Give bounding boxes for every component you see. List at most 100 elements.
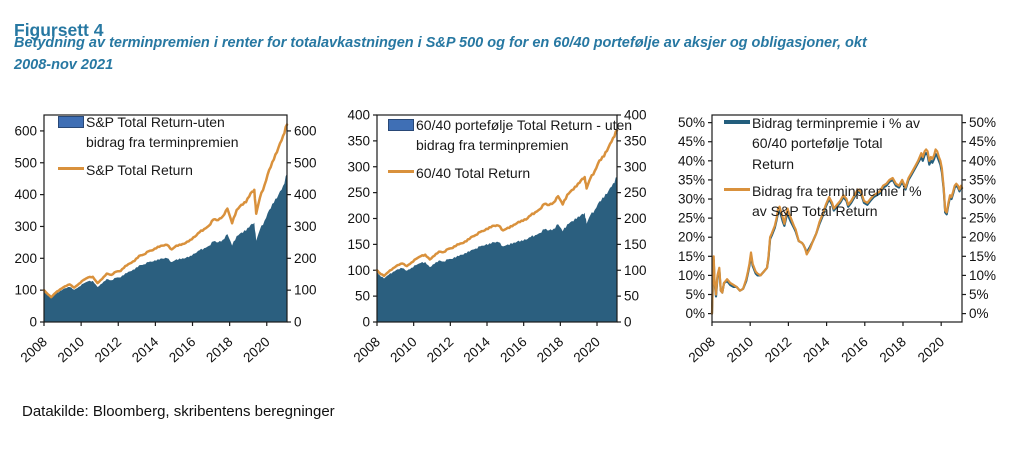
x-tick-label: 2010 [387,334,419,365]
x-tick-label: 2008 [18,334,50,365]
y-tick-label-left: 15% [678,249,705,264]
y-tick-label-left: 20% [678,230,705,245]
x-tick-label: 2014 [800,334,833,366]
y-tick-label-right: 40% [969,153,996,168]
x-tick-label: 2018 [534,334,566,365]
y-tick-label-right: 100 [624,263,647,278]
y-tick-label-left: 0% [685,306,705,321]
x-tick-label: 2010 [55,334,87,365]
y-tick-label-right: 50% [969,115,996,130]
y-tick-label-right: 200 [624,211,647,226]
y-tick-label-left: 30% [678,192,705,207]
y-tick-label-right: 250 [624,185,647,200]
y-tick-label-right: 300 [624,159,647,174]
y-tick-label-left: 35% [678,172,705,187]
line-series-swatch-icon [724,120,750,124]
page-title: Figursett 4 [14,19,104,40]
x-tick-label: 2016 [838,334,870,365]
plot-box [376,114,618,323]
y-tick-label-left: 300 [347,159,370,174]
series-line-1 [375,129,619,278]
y-tick-label-right: 5% [969,287,989,302]
x-tick-label: 2020 [240,334,272,365]
x-tick-label: 2020 [571,334,603,365]
y-tick-label-right: 15% [969,249,996,264]
series-area-0 [377,177,617,322]
plot-box [43,114,288,323]
y-tick-label-right: 350 [624,133,647,148]
y-axis: 0 0 100 100 200 200 300 300 400 400 500 500 600 600 [14,123,316,329]
chart-sp500: 0 0 100 100 200 200 300 300 400 400 500 500 600 600 20… [0,105,330,375]
legend-item: S&P Total Return-uten bidrag fra terminp… [58,112,256,153]
y-tick-label-left: 150 [347,237,370,252]
data-source-note: Datakilde: Bloomberg, skribentens beregn… [22,403,335,420]
y-tick-label-right: 400 [624,108,647,123]
y-tick-label-left: 45% [678,134,705,149]
y-tick-label-right: 400 [294,187,317,202]
y-tick-label-right: 20% [969,230,996,245]
y-tick-label-left: 200 [347,211,370,226]
x-tick-label: 2014 [129,334,162,366]
y-tick-label-right: 100 [294,283,317,298]
y-tick-label-left: 10% [678,268,705,283]
y-tick-label-right: 300 [294,219,317,234]
plot-box [711,114,963,323]
y-tick-label-right: 10% [969,268,996,283]
y-tick-label-right: 45% [969,134,996,149]
x-tick-label: 2020 [915,334,947,365]
legend-item: 60/40 portefølje Total Return - uten bid… [388,115,636,156]
y-axis: 0 0 50 50 100 100 150 150 200 200 250 250 300 300 350 3… [347,108,646,330]
x-tick-label: 2012 [92,334,124,365]
y-tick-label-left: 300 [14,219,37,234]
legend-label: S&P Total Return-uten bidrag fra terminp… [86,114,239,151]
legend-label: 60/40 portefølje Total Return - uten bid… [416,117,633,154]
portfolio-6040-chart-canvas: 0 0 50 50 100 100 150 150 200 200 250 250 300 300 350 3… [347,108,646,366]
legend-label: Bidrag terminpremie i % av 60/40 portefø… [752,115,921,172]
y-tick-label-left: 350 [347,133,370,148]
y-tick-label-left: 400 [14,187,37,202]
y-tick-label-left: 400 [347,108,370,123]
x-tick-label: 2014 [461,334,494,366]
legend-item: Bidrag terminpremie i % av 60/40 portefø… [724,113,928,174]
x-tick-label: 2008 [686,334,718,365]
y-tick-label-left: 100 [14,283,37,298]
y-tick-label-right: 0 [624,315,632,330]
y-tick-label-left: 50 [355,289,370,304]
series-line-1 [42,123,289,299]
x-tick-label: 2018 [877,334,909,365]
y-tick-label-left: 0 [29,315,37,330]
line-series-swatch-icon [388,169,414,174]
y-tick-label-left: 500 [14,155,37,170]
x-tick-label: 2016 [166,334,198,365]
y-tick-label-left: 50% [678,115,705,130]
sp500-chart-canvas: 0 0 100 100 200 200 300 300 400 400 500 500 600 600 20… [14,114,317,366]
y-tick-label-right: 0 [294,315,302,330]
legend-label: S&P Total Return [86,161,193,178]
y-tick-label-right: 500 [294,155,317,170]
area-series-swatch-icon [388,119,414,131]
figure-subtitle: Betydning av terminpremien i renter for … [14,35,867,73]
legend-label: 60/40 Total Return [416,164,531,181]
chart-6040-portfolio: 0 0 50 50 100 100 150 150 200 200 250 250 300 300 350 3… [330,105,660,375]
series-line-1 [710,148,964,315]
y-tick-label-right: 0% [969,306,989,321]
y-tick-label-left: 0 [362,315,370,330]
legend-item: 60/40 Total Return [388,163,636,183]
y-tick-label-right: 150 [624,237,647,252]
portfolio-6040-legend: 60/40 portefølje Total Return - uten bid… [388,115,636,190]
y-tick-label-right: 600 [294,123,317,138]
line-series-swatch-icon [58,166,84,171]
x-axis: 2008 2010 2012 2014 2016 2018 2020 [686,322,947,366]
legend-item: Bidrag fra terminpremie i % av S&P Total… [724,181,928,222]
series-area-0 [44,173,287,322]
x-tick-label: 2010 [724,334,756,365]
y-axis: 0% 0% 5% 5% 10% 10% 15% 15% 20% 20% 25% 25% 30% 30% 35… [678,115,996,321]
x-tick-label: 2016 [497,334,529,365]
x-axis: 2008 2010 2012 2014 2016 2018 2020 [351,322,603,365]
y-tick-label-right: 50 [624,289,639,304]
y-tick-label-left: 25% [678,211,705,226]
y-tick-label-right: 25% [969,211,996,226]
contribution-chart-canvas: 0% 0% 5% 5% 10% 10% 15% 15% 20% 20% 25% 25% 30% 30% 35… [678,114,996,366]
x-tick-label: 2012 [762,334,794,365]
